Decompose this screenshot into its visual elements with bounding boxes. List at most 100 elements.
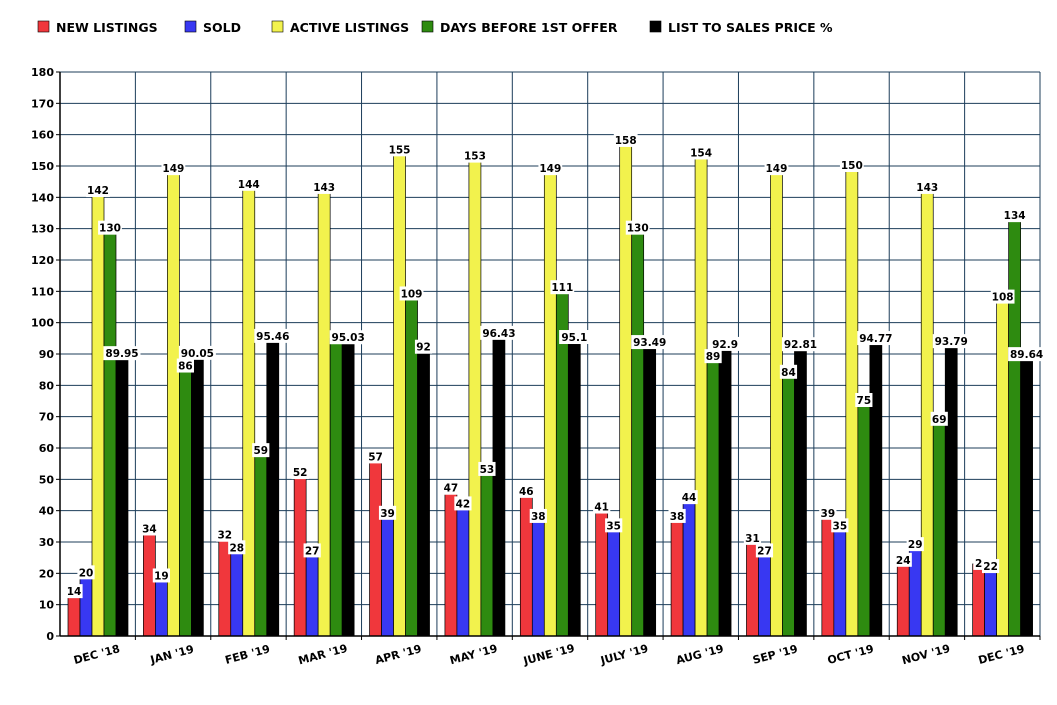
value-label-text: 153 [464,151,486,163]
value-label-bg [631,335,669,350]
value-label-bg [906,537,924,552]
value-label-text: 2 [975,558,982,570]
value-label-1-7: 46 [517,483,535,498]
value-label-5-1: 89.95 [103,346,141,361]
bar-2-13 [984,566,997,637]
value-label-text: 108 [992,292,1014,304]
value-label-bg [414,339,433,354]
bar-2-1 [79,572,93,637]
x-tick-label: FEB '19 [224,642,272,666]
bar-5-8 [643,342,657,637]
bar-5-9 [718,344,732,637]
value-label-5-10: 92.81 [781,337,819,352]
legend-label-2: SOLD [203,20,241,35]
bar-3-6 [468,156,482,637]
y-tick-label: 20 [39,567,55,580]
value-label-text: 150 [841,160,863,172]
bar-5-5 [417,347,430,637]
value-label-text: 144 [238,179,260,191]
value-label-1-2: 34 [140,521,158,536]
value-label-bg [216,527,234,542]
value-label-bg [480,325,518,340]
legend-label-1: NEW LISTINGS [56,20,158,35]
value-label-2-4: 27 [303,543,321,558]
value-label-bg [517,483,535,498]
x-tick-label: MAY '19 [448,642,499,667]
value-label-1-1: 14 [65,584,83,599]
y-tick-label: 50 [39,473,55,486]
value-label-bg [704,349,722,364]
value-label-5-2: 90.05 [178,345,216,360]
value-label-3-13: 108 [990,289,1015,304]
bar-5-1 [115,353,129,637]
legend-label-5: LIST TO SALES PRICE % [668,20,833,35]
value-label-2-5: 39 [378,505,397,520]
value-label-3-1: 142 [86,183,110,198]
value-label-bg [176,358,194,373]
value-label-text: 130 [627,223,649,235]
y-tick-label: 60 [39,442,55,455]
value-label-bg [764,161,789,176]
value-label-3-11: 150 [839,158,864,172]
value-label-1-10: 31 [743,530,762,545]
value-label-bg [228,540,246,555]
bar-2-5 [381,513,394,637]
value-label-text: 46 [519,486,534,498]
value-label-bg [98,220,122,235]
value-label-text: 96.43 [482,328,515,340]
value-label-bg [538,161,563,176]
bar-3-9 [694,153,708,637]
value-label-2-12: 29 [906,537,924,552]
value-label-text: 95.46 [256,331,289,343]
value-label-2-7: 38 [529,508,547,523]
value-label-1-13: 2 [973,555,984,570]
value-label-bg [755,543,774,558]
value-label-2-2: 19 [152,568,170,583]
value-label-1-8: 41 [593,499,611,514]
value-label-text: 27 [305,545,320,557]
bar-2-8 [607,525,621,637]
value-label-bg [973,555,984,570]
x-tick-label: DEC '18 [72,642,121,667]
value-label-4-8: 130 [625,220,650,235]
value-label-2-3: 28 [228,540,246,555]
value-label-text: 149 [162,163,184,175]
value-label-5-3: 95.46 [254,328,292,343]
value-label-4-5: 109 [399,286,424,301]
value-label-4-12: 69 [930,411,948,426]
y-tick-label: 130 [31,223,54,236]
value-label-bg [399,286,424,301]
bar-4-6 [480,469,494,637]
value-label-text: 32 [217,530,232,542]
bar-5-3 [266,336,280,637]
value-label-bg [709,336,741,351]
value-label-3-6: 153 [463,148,487,163]
value-label-text: 38 [531,511,546,523]
value-label-text: 52 [293,467,308,479]
legend-swatch-2 [184,20,197,33]
value-label-4-11: 75 [855,393,873,407]
bar-4-3 [254,450,268,637]
value-label-text: 95.03 [332,332,365,344]
bar-3-10 [770,168,783,637]
bar-2-11 [833,525,847,637]
value-label-text: 35 [606,520,621,532]
value-label-text: 92.81 [784,339,817,351]
y-tick-label: 180 [31,66,54,79]
value-label-text: 47 [444,483,459,495]
legend-swatch-4 [421,20,434,33]
bar-3-3 [242,184,256,637]
value-label-bg [819,505,837,520]
value-label-1-12: 24 [894,552,912,567]
bar-3-13 [996,297,1009,637]
y-tick-label: 30 [39,536,55,549]
y-tick-label: 110 [31,285,54,298]
value-label-3-3: 144 [236,176,261,191]
value-label-text: 89.95 [105,348,138,360]
y-tick-label: 90 [39,348,55,361]
value-label-5-7: 95.1 [559,330,590,345]
value-label-text: 158 [615,135,637,147]
value-label-text: 69 [932,414,947,426]
value-label-text: 53 [480,464,495,476]
